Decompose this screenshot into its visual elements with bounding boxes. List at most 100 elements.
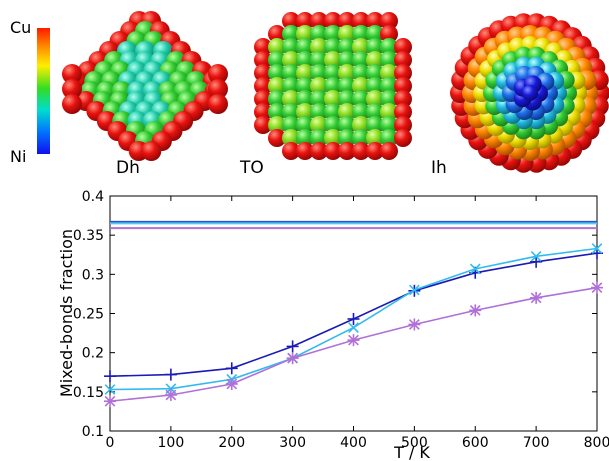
atom [324, 51, 342, 69]
atom [394, 77, 412, 95]
x-tick-label: 200 [218, 435, 245, 451]
nanoparticle-label-to: TO [239, 158, 264, 178]
atom [310, 90, 328, 108]
data-point-marker [287, 352, 298, 364]
y-tick-label: 0.4 [82, 189, 104, 205]
atom [254, 38, 272, 56]
atom [338, 103, 356, 121]
data-point [347, 334, 360, 347]
atom [282, 38, 300, 56]
data-point [591, 281, 603, 294]
atom [310, 103, 328, 121]
atom [324, 77, 342, 95]
atom [366, 64, 384, 82]
atom [380, 64, 398, 82]
atom [310, 77, 328, 95]
y-tick-label: 0.3 [82, 267, 104, 283]
atom [310, 38, 328, 56]
atom [282, 77, 300, 95]
atom [324, 38, 342, 56]
colorbar-top-label: Cu [10, 18, 31, 37]
data-point [530, 250, 542, 262]
data-point-marker [530, 250, 542, 262]
atom [268, 38, 286, 56]
nanoparticle-to-image [254, 12, 412, 160]
data-point [104, 395, 116, 408]
data-point-marker [591, 243, 603, 254]
atom [296, 64, 314, 82]
atom [282, 12, 300, 30]
atom [352, 25, 370, 43]
atom [338, 90, 356, 108]
atom [352, 51, 370, 69]
atom [394, 116, 412, 134]
atom [338, 129, 356, 147]
y-tick-label: 0.1 [82, 424, 104, 440]
atom [366, 51, 384, 69]
atom [268, 129, 286, 147]
atom [338, 51, 356, 69]
atom [296, 77, 314, 95]
atom [366, 116, 384, 134]
atom [352, 77, 370, 95]
atom [366, 77, 384, 95]
data-point [348, 322, 359, 333]
data-point-marker [165, 389, 177, 401]
atom [282, 51, 300, 69]
y-tick-label: 0.2 [82, 346, 104, 362]
y-axis-label: Mixed-bonds fraction [57, 229, 76, 397]
atom [366, 142, 384, 160]
atom [310, 129, 328, 147]
data-point [164, 368, 177, 381]
atom [352, 90, 370, 108]
atom [310, 116, 328, 134]
atom [380, 116, 398, 134]
atom [282, 116, 300, 134]
atom [366, 129, 384, 147]
data-point [409, 284, 420, 296]
data-point [104, 370, 116, 383]
atom [366, 12, 384, 30]
atom [296, 129, 314, 147]
atom [338, 77, 356, 95]
atom [394, 64, 412, 82]
atom [338, 64, 356, 82]
atom [324, 25, 342, 43]
atom [268, 103, 286, 121]
data-point [164, 388, 177, 401]
atom [324, 129, 342, 147]
series-layer [104, 243, 603, 408]
atom [208, 79, 228, 99]
data-point-marker [591, 282, 603, 294]
atom [380, 25, 398, 43]
atom [324, 116, 342, 134]
data-point [530, 291, 543, 304]
atom [324, 12, 342, 30]
atom [380, 90, 398, 108]
atom [254, 116, 272, 134]
colorbar-bottom-label: Ni [10, 147, 26, 166]
atom [141, 141, 162, 161]
atom [394, 51, 412, 69]
data-point [408, 318, 421, 331]
atom [380, 129, 398, 147]
atom [296, 103, 314, 121]
atom [352, 142, 370, 160]
atom [366, 25, 384, 43]
atom [282, 129, 300, 147]
atom [522, 85, 538, 101]
atom [394, 103, 412, 121]
atom [338, 116, 356, 134]
atom [208, 94, 228, 114]
atom [380, 38, 398, 56]
atom [296, 12, 314, 30]
series-2 [104, 281, 603, 408]
data-point [469, 304, 482, 317]
data-point-marker [348, 334, 359, 346]
atom [254, 51, 272, 69]
y-tick-label: 0.15 [73, 385, 104, 401]
data-point [104, 384, 116, 395]
atom [380, 142, 398, 160]
series-1 [104, 243, 603, 395]
atom [352, 38, 370, 56]
